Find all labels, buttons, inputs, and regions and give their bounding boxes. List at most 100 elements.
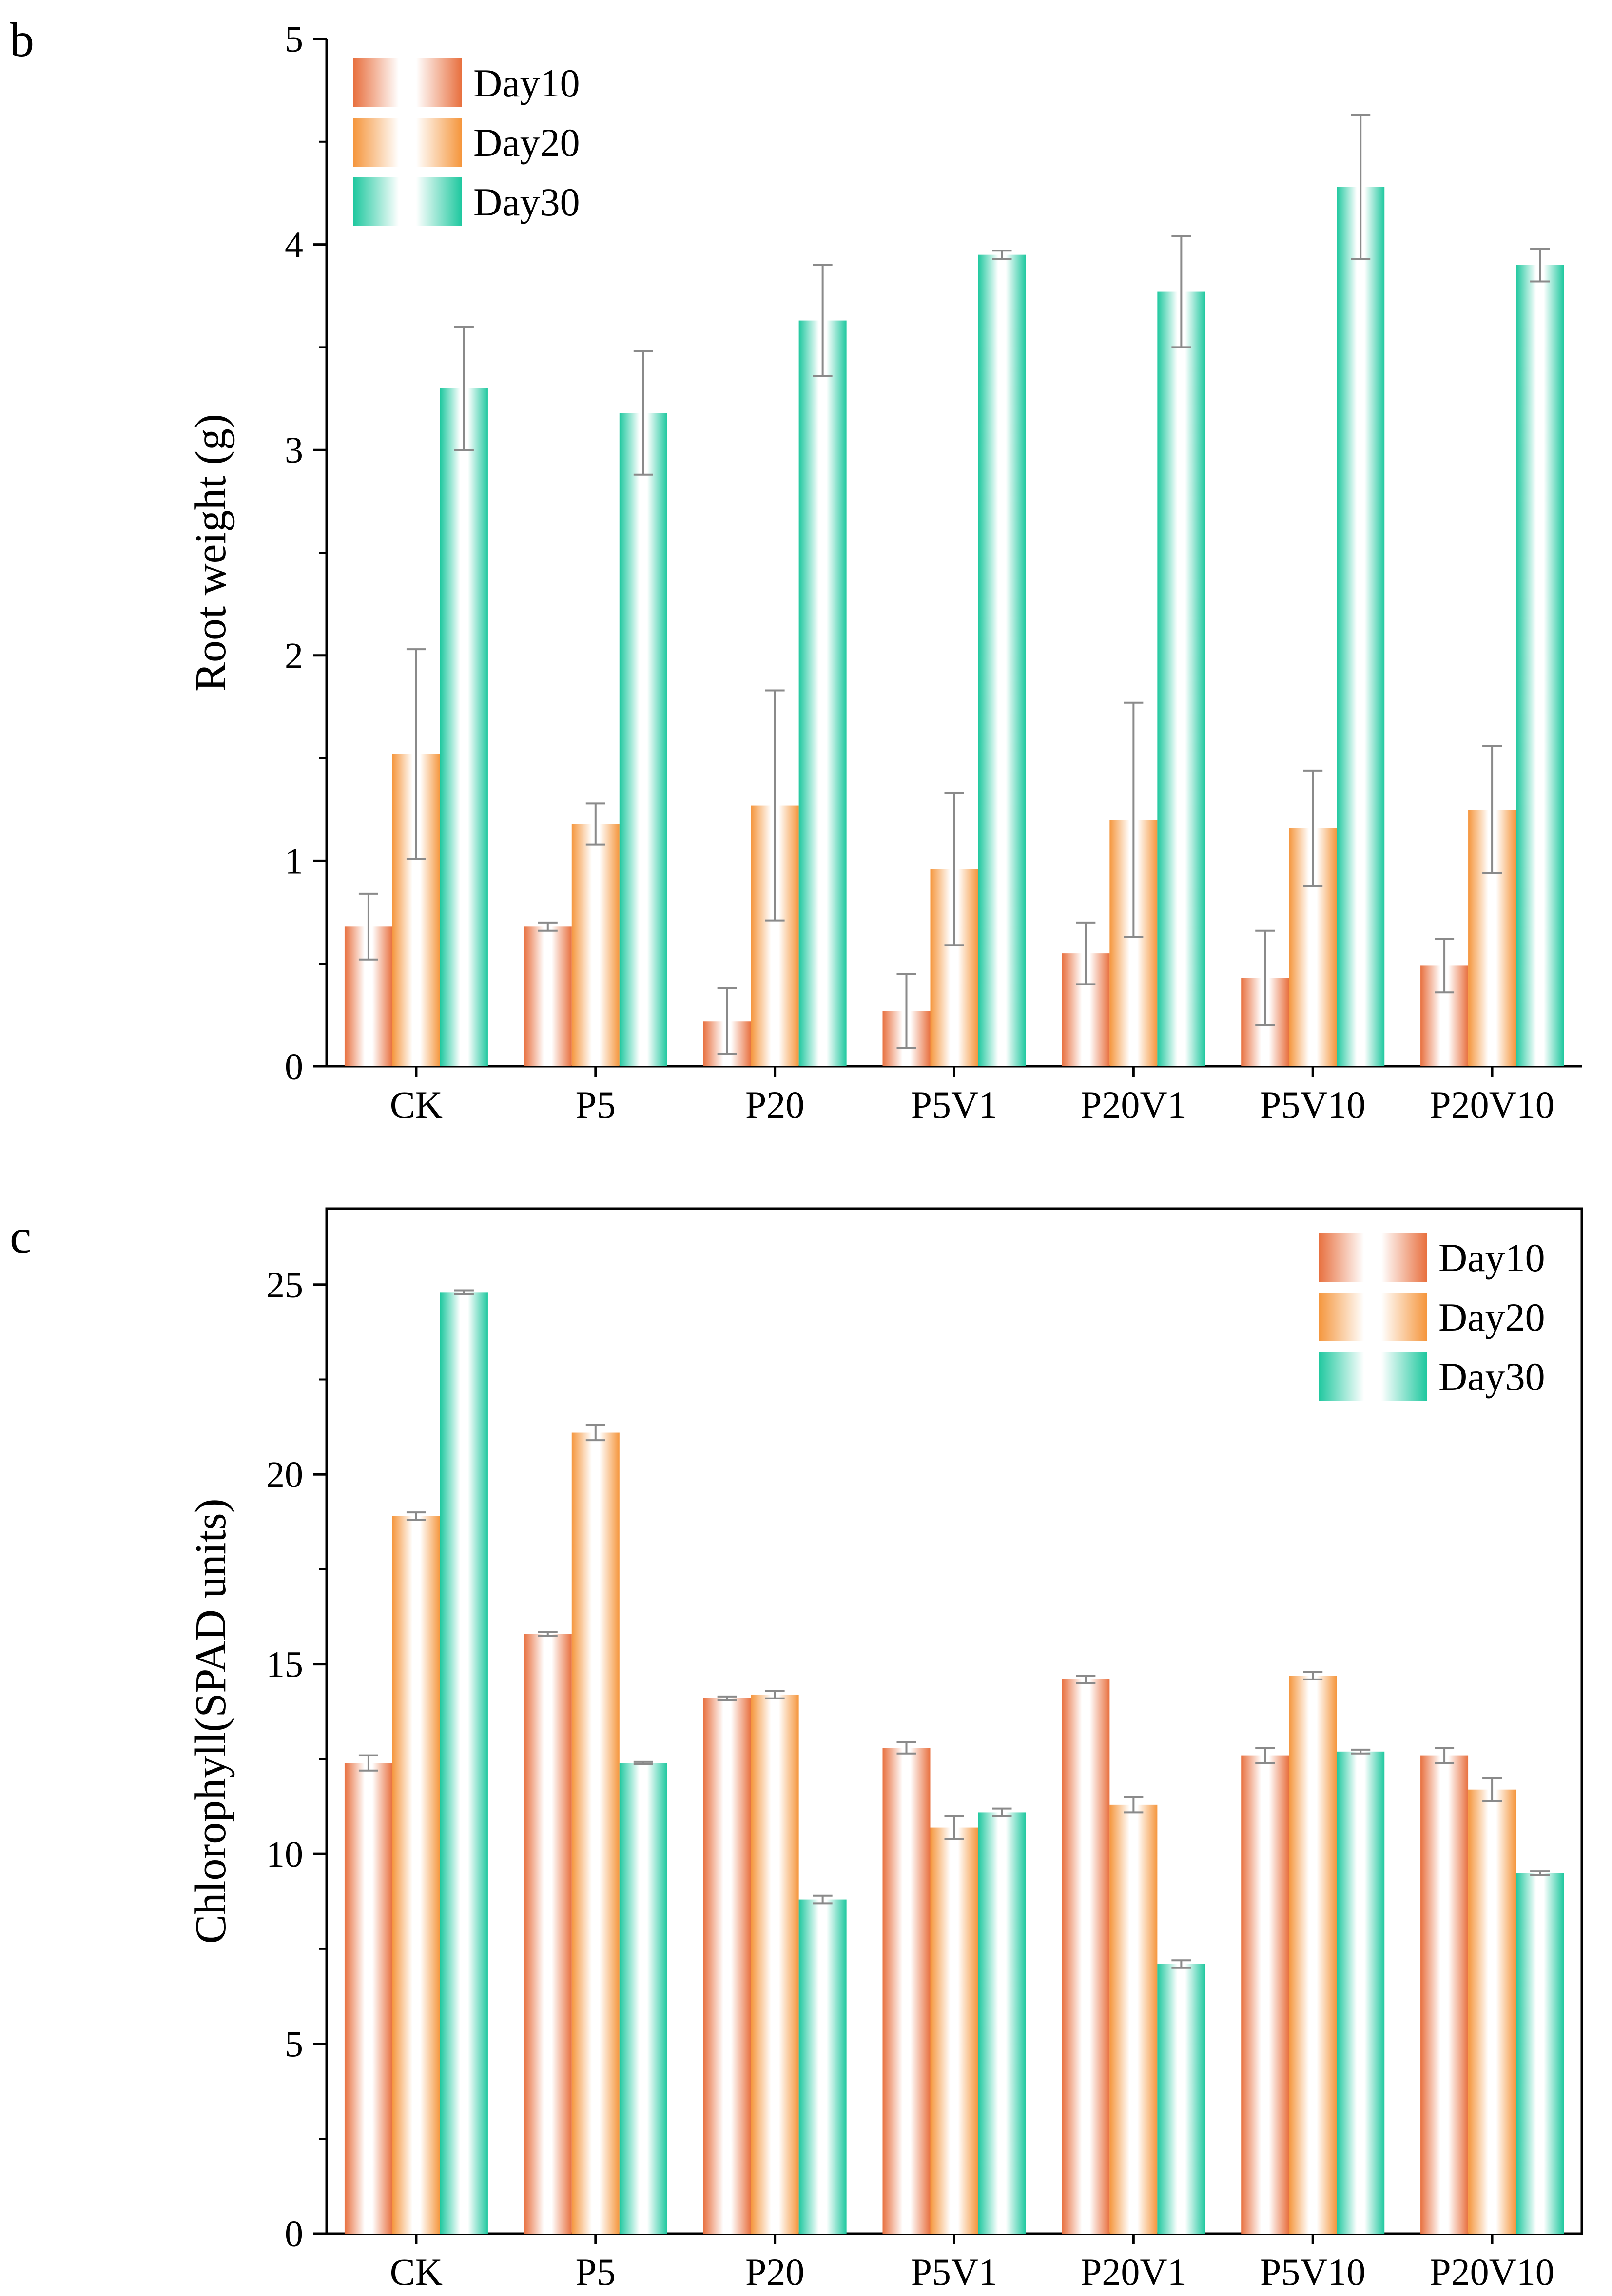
error-bar xyxy=(406,1511,426,1521)
bar-day30-p20v1 xyxy=(1157,1964,1205,2234)
error-bar xyxy=(896,1741,916,1755)
x-tick-label: P5V1 xyxy=(911,1083,998,1126)
bar-day30-ck xyxy=(440,1292,488,2234)
error-bar xyxy=(454,326,474,451)
bar-day30-p20 xyxy=(798,1899,847,2234)
x-tick-label: CK xyxy=(390,1083,443,1126)
legend-swatch-day30 xyxy=(353,177,462,226)
y-ticks: 0 1 2 3 4 5 xyxy=(285,19,327,1087)
y-tick-label: 15 xyxy=(266,1644,303,1685)
bar-day30-p5v1 xyxy=(978,1812,1026,2234)
error-bar xyxy=(992,250,1012,260)
x-tick-label: P5 xyxy=(576,2251,616,2293)
bars xyxy=(344,114,1564,1067)
bar-day10-p20v10 xyxy=(1420,1755,1469,2234)
error-bar xyxy=(1435,938,1455,994)
error-bar xyxy=(944,1815,964,1840)
error-bar xyxy=(1530,1870,1550,1876)
error-bar xyxy=(1255,929,1275,1026)
error-bar xyxy=(813,264,833,377)
error-bar xyxy=(454,1289,474,1295)
bar-day10-p5v1 xyxy=(882,1748,931,2234)
error-bar xyxy=(992,1807,1012,1817)
bar-day10-ck xyxy=(344,1763,392,2234)
bar-day20-ck xyxy=(392,1516,440,2234)
error-bar xyxy=(1124,1796,1144,1814)
bar-day10-p5v10 xyxy=(1241,1755,1289,2234)
error-bar xyxy=(1351,1748,1371,1755)
bar-day30-p5v1 xyxy=(978,254,1026,1067)
legend-swatch-day20 xyxy=(353,118,462,167)
legend-label: Day20 xyxy=(473,120,580,165)
legend-label: Day30 xyxy=(1438,1354,1545,1399)
bar-day20-p20v1 xyxy=(1109,1804,1158,2234)
x-tick-label: P20 xyxy=(745,1083,804,1126)
legend-label: Day10 xyxy=(1438,1235,1545,1280)
x-tick-label: P5V10 xyxy=(1260,1083,1366,1126)
chart-panel-c: c 0 5 10 15 20 25 Chlorophyll(SPAD units) CK P5 P2… xyxy=(10,1207,1583,2293)
bar-day30-p20v1 xyxy=(1157,291,1205,1066)
legend-label: Day10 xyxy=(473,61,580,105)
legend-swatch-day20 xyxy=(1319,1293,1427,1341)
error-bar xyxy=(585,802,605,846)
bar-day30-p20v10 xyxy=(1516,265,1564,1066)
error-bar xyxy=(1482,1777,1502,1802)
y-tick-label: 0 xyxy=(285,1046,303,1087)
error-bar xyxy=(765,689,785,922)
x-tick-label: P20 xyxy=(745,2251,804,2293)
x-tick-label: P20V1 xyxy=(1081,2251,1186,2293)
bar-day20-p20v10 xyxy=(1468,1789,1516,2234)
error-bar xyxy=(1124,701,1144,938)
error-bar xyxy=(538,921,558,932)
y-axis-title: Chlorophyll(SPAD units) xyxy=(187,1498,235,1944)
y-tick-label: 1 xyxy=(285,841,303,882)
y-tick-label: 2 xyxy=(285,636,303,676)
error-bar xyxy=(358,1754,378,1772)
error-bar xyxy=(1076,921,1096,985)
bar-day10-p5 xyxy=(524,926,572,1066)
error-bar xyxy=(1435,1747,1455,1764)
error-bar xyxy=(585,1424,605,1442)
legend: Day10 Day20 Day30 xyxy=(1319,1233,1545,1401)
error-bar xyxy=(538,1631,558,1637)
y-tick-label: 10 xyxy=(266,1834,303,1875)
x-tick-label: P20V1 xyxy=(1081,1083,1186,1126)
y-tick-label: 25 xyxy=(266,1265,303,1306)
bar-day30-ck xyxy=(440,388,488,1066)
bar-day30-p5v10 xyxy=(1337,187,1385,1066)
bar-day20-p5v10 xyxy=(1289,1676,1337,2234)
error-bar xyxy=(1482,745,1502,874)
error-bar xyxy=(1530,248,1550,283)
y-tick-label: 4 xyxy=(285,225,303,266)
y-ticks: 0 5 10 15 20 25 xyxy=(266,1265,327,2255)
bar-day20-p5 xyxy=(571,824,620,1066)
y-tick-label: 0 xyxy=(285,2214,303,2255)
error-bar xyxy=(1171,1959,1191,1969)
error-bar xyxy=(944,792,964,946)
error-bar xyxy=(1171,235,1191,348)
legend: Day10 Day20 Day30 xyxy=(353,58,580,226)
error-bar xyxy=(633,350,653,476)
y-tick-label: 20 xyxy=(266,1454,303,1495)
bar-day10-p5 xyxy=(524,1634,572,2234)
error-bar xyxy=(406,648,426,860)
x-tick-label: P5V10 xyxy=(1260,2251,1366,2293)
legend-swatch-day10 xyxy=(1319,1233,1427,1282)
bars xyxy=(344,1289,1564,2234)
legend-swatch-day10 xyxy=(353,58,462,107)
legend-label: Day20 xyxy=(1438,1295,1545,1339)
error-bar xyxy=(1303,769,1323,887)
error-bar xyxy=(358,892,378,961)
bar-day30-p20 xyxy=(798,320,847,1066)
y-tick-label: 5 xyxy=(285,2024,303,2065)
x-tick-label: P20V10 xyxy=(1430,2251,1554,2293)
chart-panel-b: b 0 1 2 3 4 5 Root weight (g) CK P5 P20 P5V1 P20V1 P5… xyxy=(10,13,1582,1126)
error-bar xyxy=(1351,114,1371,260)
bar-day30-p5v10 xyxy=(1337,1751,1385,2234)
panel-letter: b xyxy=(10,13,34,67)
bar-day10-p20v1 xyxy=(1062,1679,1110,2234)
legend-label: Day30 xyxy=(473,180,580,224)
x-tick-label: CK xyxy=(390,2251,443,2293)
y-tick-label: 5 xyxy=(285,19,303,60)
